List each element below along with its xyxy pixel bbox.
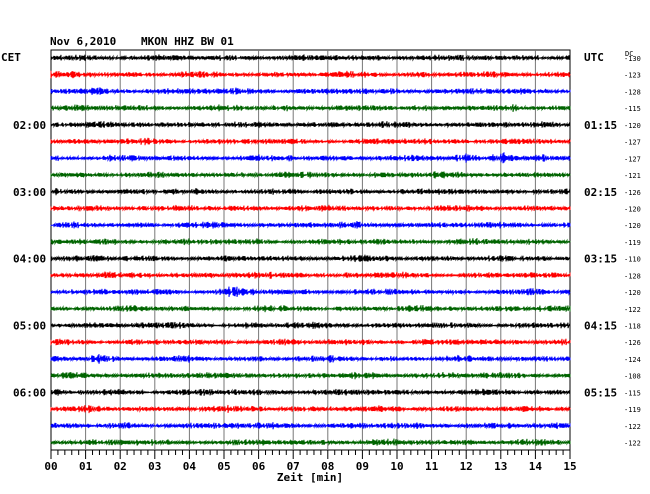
right-timezone-label: UTC [584,51,604,64]
seismic-trace [50,171,571,179]
label-group: Nov 6,2010 MKON HHZ BW 01 CET UTC DC Zei… [1,35,641,484]
x-tick-label: 05 [217,460,230,473]
dc-offset-label: -127 [624,139,641,147]
dc-offset-label: -110 [624,256,641,264]
x-tick-label: 13 [494,460,507,473]
dc-offset-label: -124 [624,356,641,364]
seismic-trace [50,121,571,129]
x-tick-label: 10 [390,460,403,473]
dc-offset-label: -122 [624,440,641,448]
left-hour-label: 05:00 [13,320,46,333]
x-tick-label: 07 [287,460,300,473]
dc-offset-label: -130 [624,55,641,63]
dc-offset-label: -119 [624,239,641,247]
left-hour-label: 02:00 [13,119,46,132]
right-hour-label: 02:15 [584,186,617,199]
right-hour-label: 01:15 [584,119,617,132]
x-tick-label: 03 [148,460,161,473]
x-tick-label: 00 [44,460,57,473]
seismic-trace [50,438,571,446]
dc-offset-label: -108 [624,373,641,381]
seismic-trace [50,321,571,330]
dc-offset-label: -122 [624,306,641,314]
right-hour-label: 04:15 [584,320,617,333]
x-tick-label: 08 [321,460,334,473]
dc-offset-label: -120 [624,122,641,130]
seismic-trace [50,54,571,62]
seismic-trace [50,152,571,164]
seismic-trace [50,238,571,246]
x-tick-label: 04 [183,460,197,473]
chart-date: Nov 6,2010 [50,35,116,48]
dc-offset-label: -120 [624,222,641,230]
left-timezone-label: CET [1,51,21,64]
dc-offset-label: -126 [624,339,641,347]
right-hour-label: 03:15 [584,253,617,266]
dc-offset-label: -118 [624,323,641,331]
dc-offset-label: -120 [624,205,641,213]
trace-group [50,54,571,446]
seismic-trace [50,286,571,297]
x-tick-label: 15 [563,460,576,473]
x-tick-label: 12 [460,460,473,473]
seismic-trace [50,254,571,263]
dc-offset-label: -122 [624,423,641,431]
dc-offset-label: -119 [624,406,641,414]
chart-station: MKON HHZ BW 01 [141,35,234,48]
seismic-trace [50,338,571,346]
dc-offset-label: -127 [624,155,641,163]
seismic-trace [50,354,571,364]
x-tick-label: 06 [252,460,266,473]
dc-offset-label: -128 [624,88,641,96]
x-tick-label: 11 [425,460,439,473]
seismic-trace [50,204,571,213]
dc-offset-label: -120 [624,289,641,297]
seismic-trace [50,304,571,313]
seismic-trace [50,404,571,414]
x-tick-label: 01 [79,460,93,473]
x-tick-label: 02 [114,460,127,473]
left-hour-label: 06:00 [13,386,46,399]
left-hour-label: 04:00 [13,253,46,266]
seismic-trace [50,70,571,79]
dc-header-label: DC [625,50,633,58]
seismic-trace [50,104,571,113]
dc-offset-label: -115 [624,105,641,113]
left-hour-label: 03:00 [13,186,46,199]
seismic-trace [50,188,571,196]
seismic-trace [50,388,571,396]
x-axis-label: Zeit [min] [277,471,343,484]
seismic-trace [50,422,571,430]
right-hour-label: 05:15 [584,386,617,399]
dc-offset-label: -123 [624,72,641,80]
dc-offset-label: -126 [624,189,641,197]
seismic-trace [50,137,571,146]
seismic-trace [50,271,571,280]
x-tick-label: 14 [529,460,543,473]
dc-offset-label: -115 [624,389,641,397]
x-axis: 00 01 02 03 04 05 06 07 08 09 10 11 12 13 14 15 [44,450,577,473]
seismic-trace [50,87,571,96]
seismic-trace [50,221,571,229]
dc-offset-label: -128 [624,272,641,280]
dc-offset-label: -121 [624,172,641,180]
grid [50,49,571,451]
plot-frame [50,49,571,451]
x-tick-label: 09 [356,460,369,473]
seismic-trace [50,371,571,380]
